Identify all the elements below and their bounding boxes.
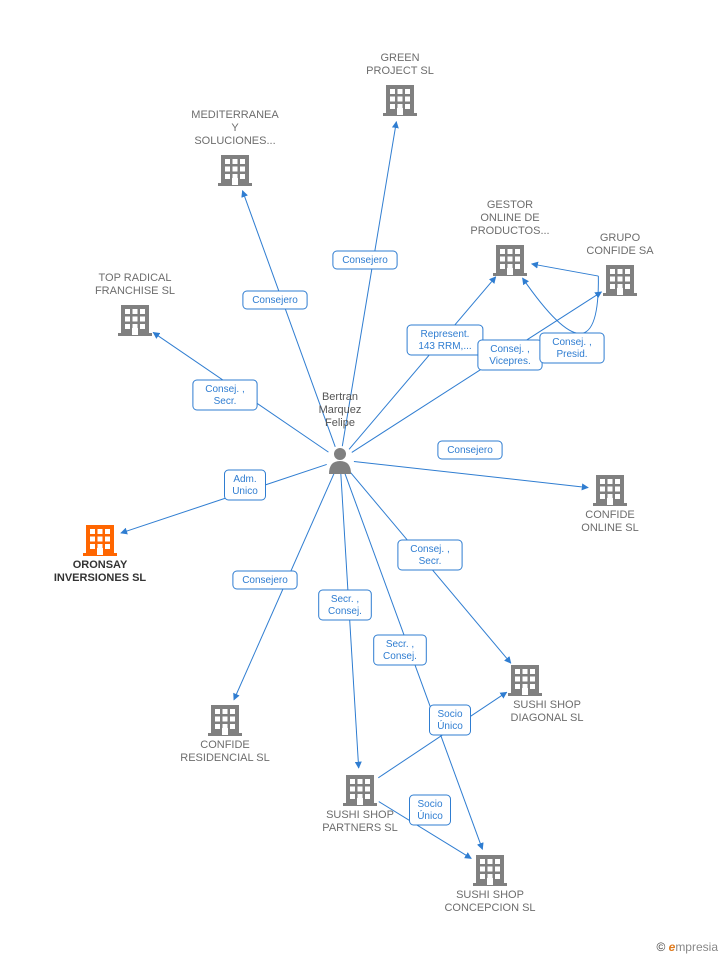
edge-label-text: Socio [437, 709, 462, 720]
nodes-layer: BertranMarquezFelipe GREENPROJECT SL MEDIT… [54, 52, 654, 914]
node-label: SUSHI SHOP [513, 699, 581, 711]
edge [349, 277, 496, 450]
edge-label-text: Unico [232, 486, 258, 497]
edge-label-text: 143 RRM,... [418, 341, 471, 352]
edge-label-text: Secr. , [386, 639, 414, 650]
edge-label-text: Consejero [252, 295, 298, 306]
node-label: MEDITERRANEA [191, 109, 279, 121]
node-label: INVERSIONES SL [54, 572, 147, 584]
node-label: RESIDENCIAL SL [180, 752, 269, 764]
node-label: DIAGONAL SL [511, 712, 584, 724]
edge-label-text: Secr. [214, 396, 237, 407]
edge-label-text: Presid. [556, 349, 587, 360]
edge-label-text: Vicepres. [489, 356, 531, 367]
node-label: CONCEPCION SL [444, 902, 535, 914]
building-icon [383, 85, 417, 116]
node-label: ORONSAY [73, 559, 128, 571]
edge-label-text: Único [417, 809, 443, 822]
edge-label-text: Adm. [233, 474, 256, 485]
edge-label-text: Consej. , [490, 344, 529, 355]
node-label: TOP RADICAL [99, 272, 172, 284]
copyright-symbol: © [656, 940, 665, 954]
node-label: SUSHI SHOP [456, 889, 524, 901]
node-label: PARTNERS SL [322, 822, 397, 834]
node-label: CONFIDE SA [586, 245, 654, 257]
building-icon [218, 155, 252, 186]
edge [352, 292, 602, 453]
edge-label-text: Consej. , [205, 384, 244, 395]
node-label: CONFIDE [200, 739, 250, 751]
edge-label-text: Único [437, 719, 463, 732]
person-label: Felipe [325, 417, 355, 429]
node-label: PRODUCTOS... [470, 225, 549, 237]
edge-label-text: Consejero [342, 255, 388, 266]
edge-label-text: Consej. , [410, 544, 449, 555]
edge-label-text: Secr. [419, 556, 442, 567]
node-label: SUSHI SHOP [326, 809, 394, 821]
edge-label-text: Consej. [383, 651, 417, 662]
edge [532, 264, 599, 276]
building-icon [208, 705, 242, 736]
edge-label-text: Represent. [421, 329, 470, 340]
edge-label-text: Secr. , [331, 594, 359, 605]
building-icon [593, 475, 627, 506]
building-icon [118, 305, 152, 336]
edge-labels-layer: ConsejeroConsejeroConsej. ,Secr.Represen… [193, 251, 604, 825]
edge [523, 276, 599, 333]
building-icon [343, 775, 377, 806]
edge-label-text: Socio [417, 799, 442, 810]
building-icon [508, 665, 542, 696]
node-label: GREEN [380, 52, 419, 64]
edge-label-text: Consejero [242, 575, 288, 586]
edge-label-text: Consej. , [552, 337, 591, 348]
edge [121, 464, 327, 533]
person-label: Bertran [322, 391, 358, 403]
node-label: GESTOR [487, 199, 533, 211]
node-label: Y [231, 122, 239, 134]
building-icon [473, 855, 507, 886]
node-label: FRANCHISE SL [95, 285, 175, 297]
node-label: CONFIDE [585, 509, 635, 521]
person-label: Marquez [319, 404, 362, 416]
node-label: SOLUCIONES... [194, 135, 275, 147]
brand-rest: mpresia [675, 940, 718, 954]
copyright: © empresia [656, 940, 718, 954]
network-diagram: BertranMarquezFelipe GREENPROJECT SL MEDIT… [0, 0, 728, 960]
node-label: PROJECT SL [366, 65, 434, 77]
edge-label-text: Consej. [328, 606, 362, 617]
building-icon [83, 525, 117, 556]
edge [341, 474, 359, 768]
node-label: ONLINE SL [581, 522, 638, 534]
building-icon [603, 265, 637, 296]
edge-label-text: Consejero [447, 445, 493, 456]
building-icon [493, 245, 527, 276]
node-label: ONLINE DE [480, 212, 539, 224]
node-label: GRUPO [600, 232, 641, 244]
edge [354, 462, 588, 488]
